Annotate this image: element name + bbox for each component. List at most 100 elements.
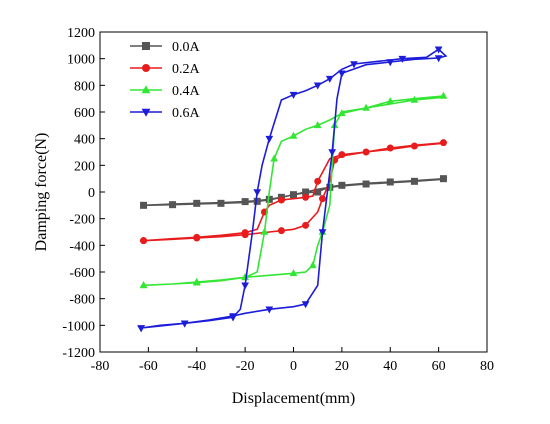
series-line bbox=[140, 48, 448, 329]
data-point bbox=[398, 55, 407, 63]
data-point bbox=[434, 46, 443, 54]
x-axis-title: Displacement(mm) bbox=[232, 390, 356, 407]
y-tick-label: -800 bbox=[69, 293, 95, 308]
data-point bbox=[241, 231, 249, 239]
data-point bbox=[302, 188, 310, 196]
data-point bbox=[326, 183, 334, 191]
legend-marker bbox=[142, 42, 150, 50]
data-point bbox=[302, 221, 310, 229]
data-point bbox=[362, 103, 370, 111]
data-point bbox=[302, 193, 310, 201]
data-point bbox=[139, 281, 148, 289]
data-point bbox=[277, 196, 285, 204]
data-point bbox=[180, 320, 189, 328]
y-tick-label: -200 bbox=[69, 213, 95, 228]
data-point bbox=[350, 61, 358, 69]
data-point bbox=[325, 75, 334, 83]
y-tick-label: 600 bbox=[74, 106, 95, 121]
x-tick-label: 80 bbox=[480, 359, 494, 374]
data-point bbox=[192, 277, 201, 285]
legend-label: 0.0A bbox=[172, 40, 201, 55]
data-point bbox=[140, 237, 148, 245]
data-point bbox=[362, 180, 370, 188]
x-tick-label: 40 bbox=[383, 359, 397, 374]
legend: 0.0A 0.2A 0.4A 0.6A bbox=[130, 40, 201, 121]
data-point bbox=[140, 201, 148, 209]
data-point bbox=[265, 306, 274, 314]
y-tick-label: -1000 bbox=[62, 319, 95, 334]
data-point bbox=[301, 301, 310, 309]
legend-label: 0.4A bbox=[172, 84, 201, 99]
x-tick-label: -20 bbox=[236, 359, 255, 374]
series-layer bbox=[137, 46, 448, 333]
y-tick-label: -600 bbox=[69, 266, 95, 281]
x-axis: -80 -60 -40 -20 0 20 40 60 80 bbox=[91, 347, 494, 374]
series-0.2A bbox=[140, 139, 447, 245]
y-axis: -1200 -1000 -800 -600 -400 -200 0 200 400 600 800 1… bbox=[62, 26, 105, 361]
data-point bbox=[410, 177, 418, 185]
data-point bbox=[410, 142, 418, 150]
legend-label: 0.2A bbox=[172, 62, 201, 77]
series-0.0A bbox=[140, 175, 447, 209]
data-point bbox=[241, 282, 249, 290]
x-tick-label: 60 bbox=[432, 359, 446, 374]
data-point bbox=[277, 227, 285, 235]
data-point bbox=[439, 139, 447, 147]
x-tick-label: -80 bbox=[91, 359, 110, 374]
data-point bbox=[439, 175, 447, 183]
data-point bbox=[270, 154, 278, 162]
data-point bbox=[338, 151, 346, 159]
data-point bbox=[338, 109, 346, 117]
series-0.6A bbox=[137, 46, 448, 333]
data-point bbox=[193, 199, 201, 207]
y-tick-label: 1000 bbox=[67, 53, 95, 68]
data-point bbox=[253, 189, 262, 197]
series-0.4A bbox=[139, 91, 448, 289]
x-tick-label: -60 bbox=[139, 359, 158, 374]
data-point bbox=[386, 178, 394, 186]
data-point bbox=[193, 234, 201, 242]
data-point bbox=[362, 148, 370, 156]
data-point bbox=[328, 149, 337, 157]
data-point bbox=[338, 181, 346, 189]
data-point bbox=[386, 59, 395, 67]
x-tick-label: 20 bbox=[335, 359, 349, 374]
data-point bbox=[313, 121, 322, 129]
data-point bbox=[137, 325, 145, 333]
data-point bbox=[386, 97, 395, 105]
y-tick-label: -400 bbox=[69, 239, 95, 254]
data-point bbox=[253, 197, 261, 205]
data-point bbox=[290, 191, 297, 199]
y-tick-label: 800 bbox=[74, 79, 95, 94]
data-point bbox=[241, 273, 249, 281]
series-line bbox=[143, 95, 445, 287]
data-point bbox=[241, 198, 249, 206]
data-point bbox=[410, 95, 419, 103]
data-point bbox=[265, 135, 274, 143]
y-tick-label: 400 bbox=[74, 133, 95, 148]
data-point bbox=[217, 199, 225, 207]
data-point bbox=[169, 201, 177, 209]
data-point bbox=[265, 195, 273, 203]
data-point bbox=[289, 269, 298, 277]
y-tick-label: 1200 bbox=[67, 26, 95, 41]
data-point bbox=[314, 177, 322, 185]
data-point bbox=[309, 261, 317, 269]
data-point bbox=[289, 131, 298, 139]
data-point bbox=[314, 188, 322, 196]
data-point bbox=[313, 82, 322, 90]
data-point bbox=[260, 227, 269, 235]
y-axis-title: Damping force(N) bbox=[33, 133, 50, 252]
data-point bbox=[229, 313, 237, 321]
x-tick-label: -40 bbox=[187, 359, 206, 374]
data-point bbox=[289, 91, 298, 99]
legend-marker bbox=[141, 85, 151, 94]
data-point bbox=[439, 91, 448, 99]
y-tick-label: -1200 bbox=[62, 346, 95, 361]
y-tick-label: 0 bbox=[88, 186, 95, 201]
y-tick-label: 200 bbox=[74, 159, 95, 174]
data-point bbox=[319, 195, 327, 203]
data-point bbox=[338, 70, 346, 78]
data-point bbox=[386, 144, 394, 152]
